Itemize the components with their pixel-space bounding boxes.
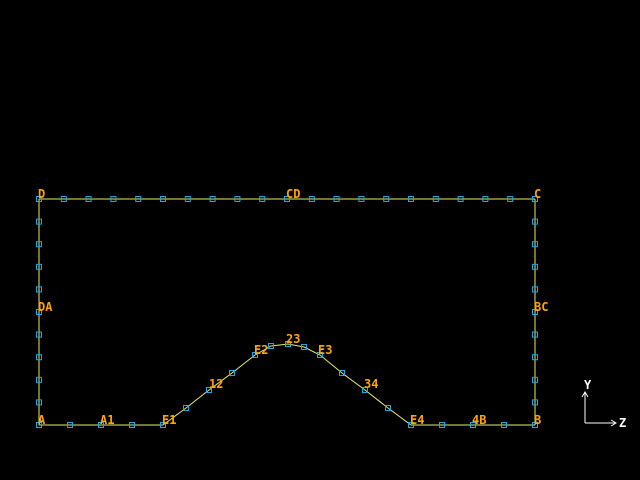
- label-A1: A1: [100, 413, 114, 427]
- label-E3: E3: [318, 343, 332, 357]
- node-marker: [385, 405, 391, 411]
- node-marker: [67, 422, 73, 428]
- node-marker: [234, 196, 241, 202]
- node-marker: [36, 263, 42, 270]
- label-CD: CD: [286, 187, 300, 201]
- node-marker: [36, 331, 42, 338]
- node-marker: [60, 196, 67, 202]
- node-marker: [532, 422, 538, 428]
- label-D: D: [38, 187, 45, 201]
- node-marker: [532, 331, 538, 338]
- axis-label-y: Y: [584, 378, 592, 392]
- label-BC: BC: [534, 300, 548, 314]
- point-labels: D CD C DA BC A A1 E1 12 E2 23 E3 34 E4 4…: [38, 187, 548, 427]
- node-marker: [184, 196, 191, 202]
- node-marker: [135, 196, 142, 202]
- node-marker: [532, 263, 538, 270]
- node-marker: [36, 376, 42, 383]
- node-marker: [532, 241, 538, 248]
- y-arrow-icon: [581, 391, 589, 398]
- node-marker: [532, 354, 538, 361]
- node-marker: [129, 422, 135, 428]
- node-marker: [457, 196, 464, 202]
- node-marker: [36, 422, 42, 428]
- label-DA: DA: [38, 300, 53, 314]
- node-marker: [183, 405, 189, 411]
- bump-curve: [162, 343, 412, 426]
- node-marker: [285, 341, 291, 347]
- node-marker: [339, 370, 345, 376]
- node-marker: [36, 399, 42, 406]
- node-marker: [317, 352, 323, 358]
- node-marker: [501, 422, 507, 428]
- z-arrow-icon: [610, 419, 617, 427]
- node-marker: [209, 196, 216, 202]
- node-marker: [532, 376, 538, 383]
- node-marker: [36, 354, 42, 361]
- label-A: A: [38, 413, 46, 427]
- node-marker: [301, 344, 307, 350]
- node-marker: [259, 196, 266, 202]
- node-marker: [308, 196, 315, 202]
- node-marker: [532, 309, 538, 315]
- node-marker: [98, 422, 104, 428]
- axis-triad: Y Z: [581, 378, 626, 430]
- node-marker: [36, 218, 42, 225]
- node-marker: [532, 286, 538, 293]
- node-marker: [482, 196, 489, 202]
- node-marker: [85, 196, 92, 202]
- label-B: B: [534, 413, 541, 427]
- label-23: 23: [286, 332, 300, 346]
- node-marker: [383, 196, 390, 202]
- node-marker: [358, 196, 365, 202]
- node-marker: [408, 196, 414, 202]
- label-C: C: [534, 187, 541, 201]
- node-marker: [36, 286, 42, 293]
- node-marker: [36, 196, 42, 202]
- node-marker: [532, 399, 538, 406]
- geometry-lines: [38, 198, 536, 426]
- node-marker: [160, 196, 166, 202]
- node-marker: [439, 422, 445, 428]
- node-marker: [160, 422, 166, 428]
- axis-label-z: Z: [619, 416, 626, 430]
- node-marker: [432, 196, 439, 202]
- node-marker: [284, 196, 290, 202]
- label-E1: E1: [162, 413, 176, 427]
- label-34: 34: [364, 377, 378, 391]
- node-marker: [206, 387, 212, 393]
- node-marker: [36, 241, 42, 248]
- node-marker: [532, 196, 538, 202]
- node-marker: [362, 387, 368, 393]
- label-12: 12: [209, 377, 223, 391]
- node-marker: [532, 218, 538, 225]
- node-marker: [268, 343, 274, 349]
- node-markers: [36, 196, 538, 428]
- node-marker: [333, 196, 340, 202]
- label-E2: E2: [254, 343, 268, 357]
- node-marker: [36, 309, 42, 315]
- node-marker: [408, 422, 414, 428]
- node-marker: [470, 422, 476, 428]
- node-marker: [252, 352, 258, 358]
- node-marker: [507, 196, 514, 202]
- label-4B: 4B: [472, 413, 486, 427]
- label-E4: E4: [410, 413, 424, 427]
- node-marker: [110, 196, 117, 202]
- node-marker: [229, 370, 235, 376]
